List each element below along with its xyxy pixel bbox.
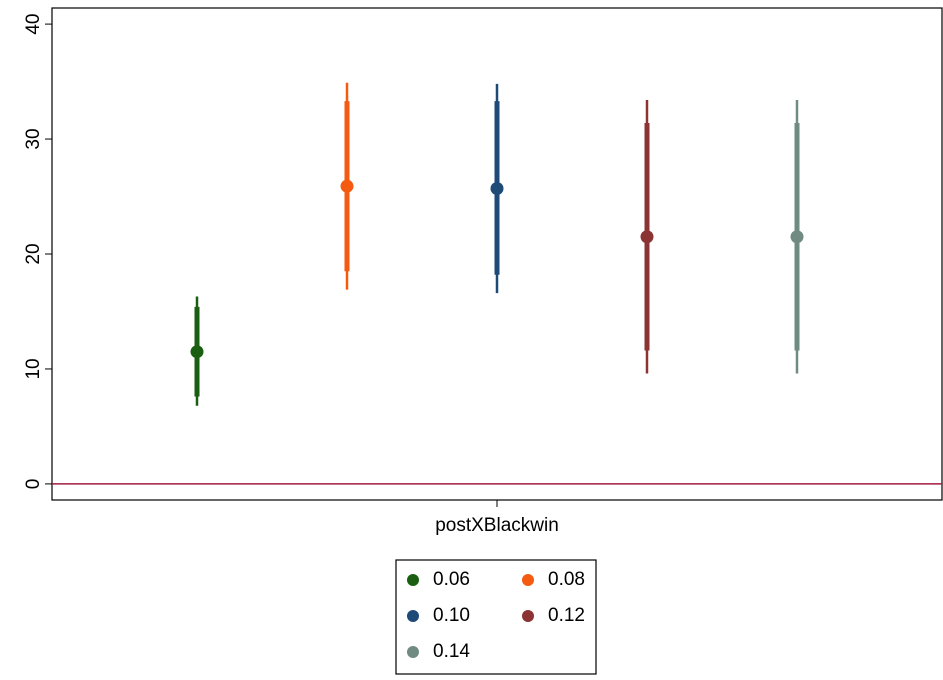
point bbox=[340, 179, 354, 193]
point bbox=[190, 345, 204, 359]
y-tick-label: 20 bbox=[23, 243, 44, 264]
legend-marker bbox=[407, 574, 419, 586]
legend-marker bbox=[407, 610, 419, 622]
legend-label: 0.08 bbox=[548, 569, 585, 590]
point bbox=[790, 230, 804, 244]
legend-box bbox=[395, 559, 597, 675]
legend-marker bbox=[522, 574, 534, 586]
legend-marker bbox=[407, 646, 419, 658]
legend-label: 0.12 bbox=[548, 605, 585, 626]
point bbox=[640, 230, 654, 244]
legend-marker bbox=[522, 610, 534, 622]
legend-label: 0.06 bbox=[433, 569, 470, 590]
y-tick-label: 0 bbox=[23, 479, 44, 490]
y-tick-label: 40 bbox=[23, 14, 44, 35]
y-tick-label: 10 bbox=[23, 358, 44, 379]
x-tick-label: postXBlackwin bbox=[435, 515, 559, 536]
legend-label: 0.10 bbox=[433, 605, 470, 626]
legend-label: 0.14 bbox=[433, 641, 470, 662]
point bbox=[490, 181, 504, 195]
y-tick-label: 30 bbox=[23, 128, 44, 149]
